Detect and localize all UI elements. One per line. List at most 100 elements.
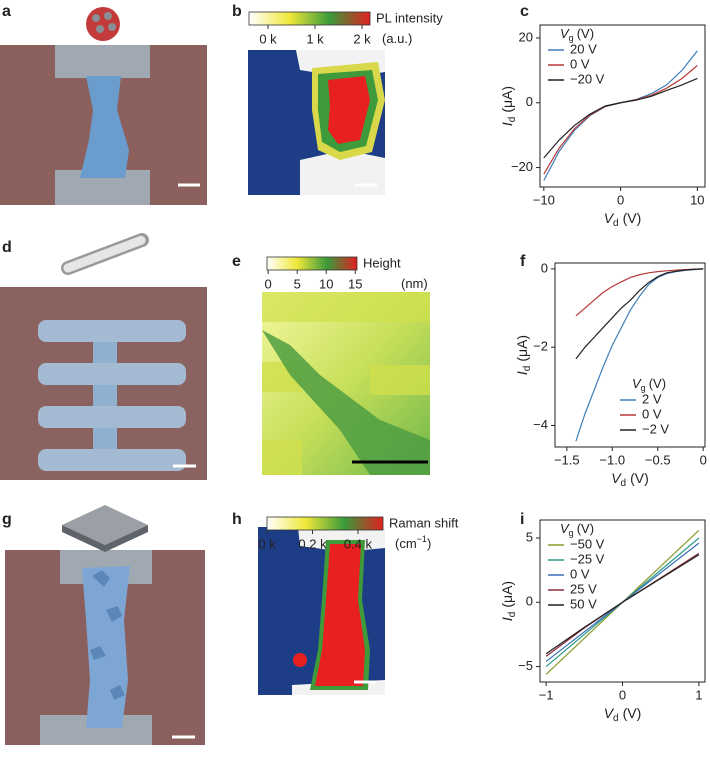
data-line — [575, 268, 704, 360]
label-subscript: d — [522, 366, 533, 372]
legend-title: Vg (V) — [560, 521, 594, 538]
y-tick-label: −4 — [533, 417, 548, 432]
colorbar-tick-label: 0 — [265, 276, 272, 291]
ylabel: Id (μA) — [499, 86, 518, 126]
x-tick-label: −1 — [539, 687, 554, 702]
panel-label: d — [2, 239, 12, 256]
panel-label: i — [520, 511, 524, 528]
legend-label: 2 V — [642, 391, 662, 406]
label-subscript: d — [621, 478, 627, 489]
plot-frame — [554, 262, 706, 448]
legend-title-symbol: V — [560, 26, 570, 41]
x-tick-label: 1 — [695, 687, 702, 702]
colorbar-unit: (cm−1) — [395, 534, 431, 551]
x-tick-label: −1.0 — [599, 452, 625, 467]
y-tick-label: −5 — [518, 658, 533, 673]
colorbar-tick-label: 5 — [294, 276, 301, 291]
afm-map — [262, 292, 430, 475]
data-line — [575, 268, 704, 442]
colorbar-label: Raman shift — [389, 515, 459, 530]
sem-image-g — [5, 550, 205, 745]
plot-frame — [539, 519, 706, 683]
plot-frame — [539, 24, 706, 188]
colorbar-label: PL intensity — [376, 10, 443, 25]
y-tick-label: 0 — [541, 260, 548, 275]
label-subscript: d — [613, 713, 619, 724]
legend-title: Vg (V) — [560, 26, 594, 43]
colorbar-tick-label: 1 k — [306, 31, 324, 46]
label-unit: (V) — [623, 210, 642, 226]
legend-label: −2 V — [642, 421, 669, 436]
x-tick-label: −1.5 — [554, 452, 580, 467]
legend-label: 20 V — [570, 41, 597, 56]
data-line — [543, 77, 698, 159]
unit-part: (cm — [395, 536, 417, 551]
y-tick-label: 20 — [519, 29, 533, 44]
y-tick-label: −20 — [511, 159, 533, 174]
panel-label: g — [2, 511, 12, 528]
label-unit: (μA) — [499, 581, 515, 608]
colorbar-tick-label: 0.4 k — [344, 536, 373, 551]
xlabel: Vd (V) — [604, 705, 642, 724]
legend-title-unit: (V) — [649, 376, 666, 391]
ylabel: Id (μA) — [499, 581, 518, 621]
colorbar — [248, 11, 371, 26]
colorbar-label: Height — [363, 255, 401, 270]
x-tick-label: 0 — [619, 687, 626, 702]
colorbar-tick-label: 0.2 k — [298, 536, 327, 551]
legend-label: 0 V — [570, 566, 590, 581]
panel-label: f — [520, 253, 526, 270]
label-unit: (V) — [630, 470, 649, 486]
y-tick-label: 0 — [526, 94, 533, 109]
colorbar-unit: (nm) — [401, 276, 428, 291]
raman-map — [258, 527, 385, 695]
sem-image-a — [0, 45, 207, 205]
layered-icon — [62, 505, 148, 552]
legend-title: Vg (V) — [632, 376, 666, 393]
ylabel: Id (μA) — [514, 335, 533, 375]
legend-title-unit: (V) — [577, 521, 594, 536]
label-symbol: I — [499, 617, 515, 621]
label-symbol: V — [604, 210, 615, 226]
legend-title-symbol: V — [632, 376, 642, 391]
colorbar-unit: (a.u.) — [382, 31, 412, 46]
colorbar-tick-label: 2 k — [353, 31, 371, 46]
legend-title-unit: (V) — [577, 26, 594, 41]
colorbar — [266, 256, 358, 271]
legend-label: 0 V — [570, 56, 590, 71]
xlabel: Vd (V) — [604, 210, 642, 229]
colorbar — [266, 516, 384, 531]
colorbar-tick-label: 15 — [348, 276, 362, 291]
panel-label: c — [520, 3, 529, 20]
label-symbol: I — [499, 122, 515, 126]
colorbar-tick-label: 0 k — [259, 31, 277, 46]
unit-part: ) — [427, 536, 431, 551]
nanoparticle-icon — [86, 7, 120, 41]
legend-title-subscript: g — [641, 383, 646, 393]
legend-label: 0 V — [642, 406, 662, 421]
legend-label: −25 V — [570, 551, 605, 566]
label-unit: (μA) — [499, 86, 515, 113]
x-tick-label: 0 — [700, 452, 707, 467]
y-tick-label: 0 — [526, 594, 533, 609]
x-tick-label: 0 — [617, 192, 624, 207]
unit-part: −1 — [417, 534, 427, 544]
legend-label: −50 V — [570, 536, 605, 551]
panel-label: h — [232, 511, 242, 528]
label-subscript: d — [507, 612, 518, 618]
y-tick-label: −2 — [533, 339, 548, 354]
colorbar-tick-label: 0 k — [258, 536, 276, 551]
colorbar-tick-label: 10 — [319, 276, 333, 291]
unit-part: (a.u.) — [382, 31, 412, 46]
legend-label: 25 V — [570, 581, 597, 596]
legend-title-subscript: g — [569, 528, 574, 538]
x-tick-label: −0.5 — [645, 452, 671, 467]
label-symbol: I — [514, 371, 530, 375]
data-line — [575, 268, 704, 317]
sem-image-d — [0, 287, 207, 480]
nanotube-icon — [61, 233, 149, 275]
data-line — [545, 554, 700, 655]
label-unit: (μA) — [514, 335, 530, 362]
